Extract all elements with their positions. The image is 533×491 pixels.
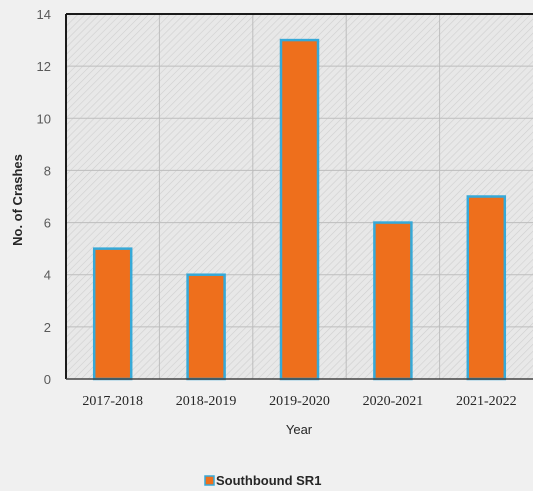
x-tick-label: 2018-2019 [176,394,237,409]
bar [279,38,320,381]
legend-label: Southbound SR1 [216,473,321,488]
y-tick-label: 10 [37,111,51,126]
labels: 0 2 4 6 8 10 12 14 2017-2018 2018-2019 2019-2020 20… [37,7,517,409]
bars [92,38,507,381]
y-tick-label: 2 [44,320,51,335]
legend-swatch [204,475,215,486]
y-tick-label: 4 [44,268,51,283]
bar [186,273,226,381]
x-tick-label: 2017-2018 [82,394,143,409]
x-tick-label: 2021-2022 [456,394,517,409]
y-tick-label: 14 [37,7,51,22]
y-tick-label: 12 [37,59,51,74]
bar [373,221,413,381]
y-tick-label: 8 [44,163,51,178]
x-axis-title: Year [286,422,313,437]
y-tick-label: 6 [44,216,51,231]
legend: Southbound SR1 [204,473,321,488]
y-tick-label: 0 [44,372,51,387]
x-tick-label: 2019-2020 [269,394,330,409]
bar [466,195,507,381]
axes [65,13,533,380]
y-axis-title: No. of Crashes [10,154,25,246]
bar [92,247,133,381]
x-tick-label: 2020-2021 [363,394,424,409]
